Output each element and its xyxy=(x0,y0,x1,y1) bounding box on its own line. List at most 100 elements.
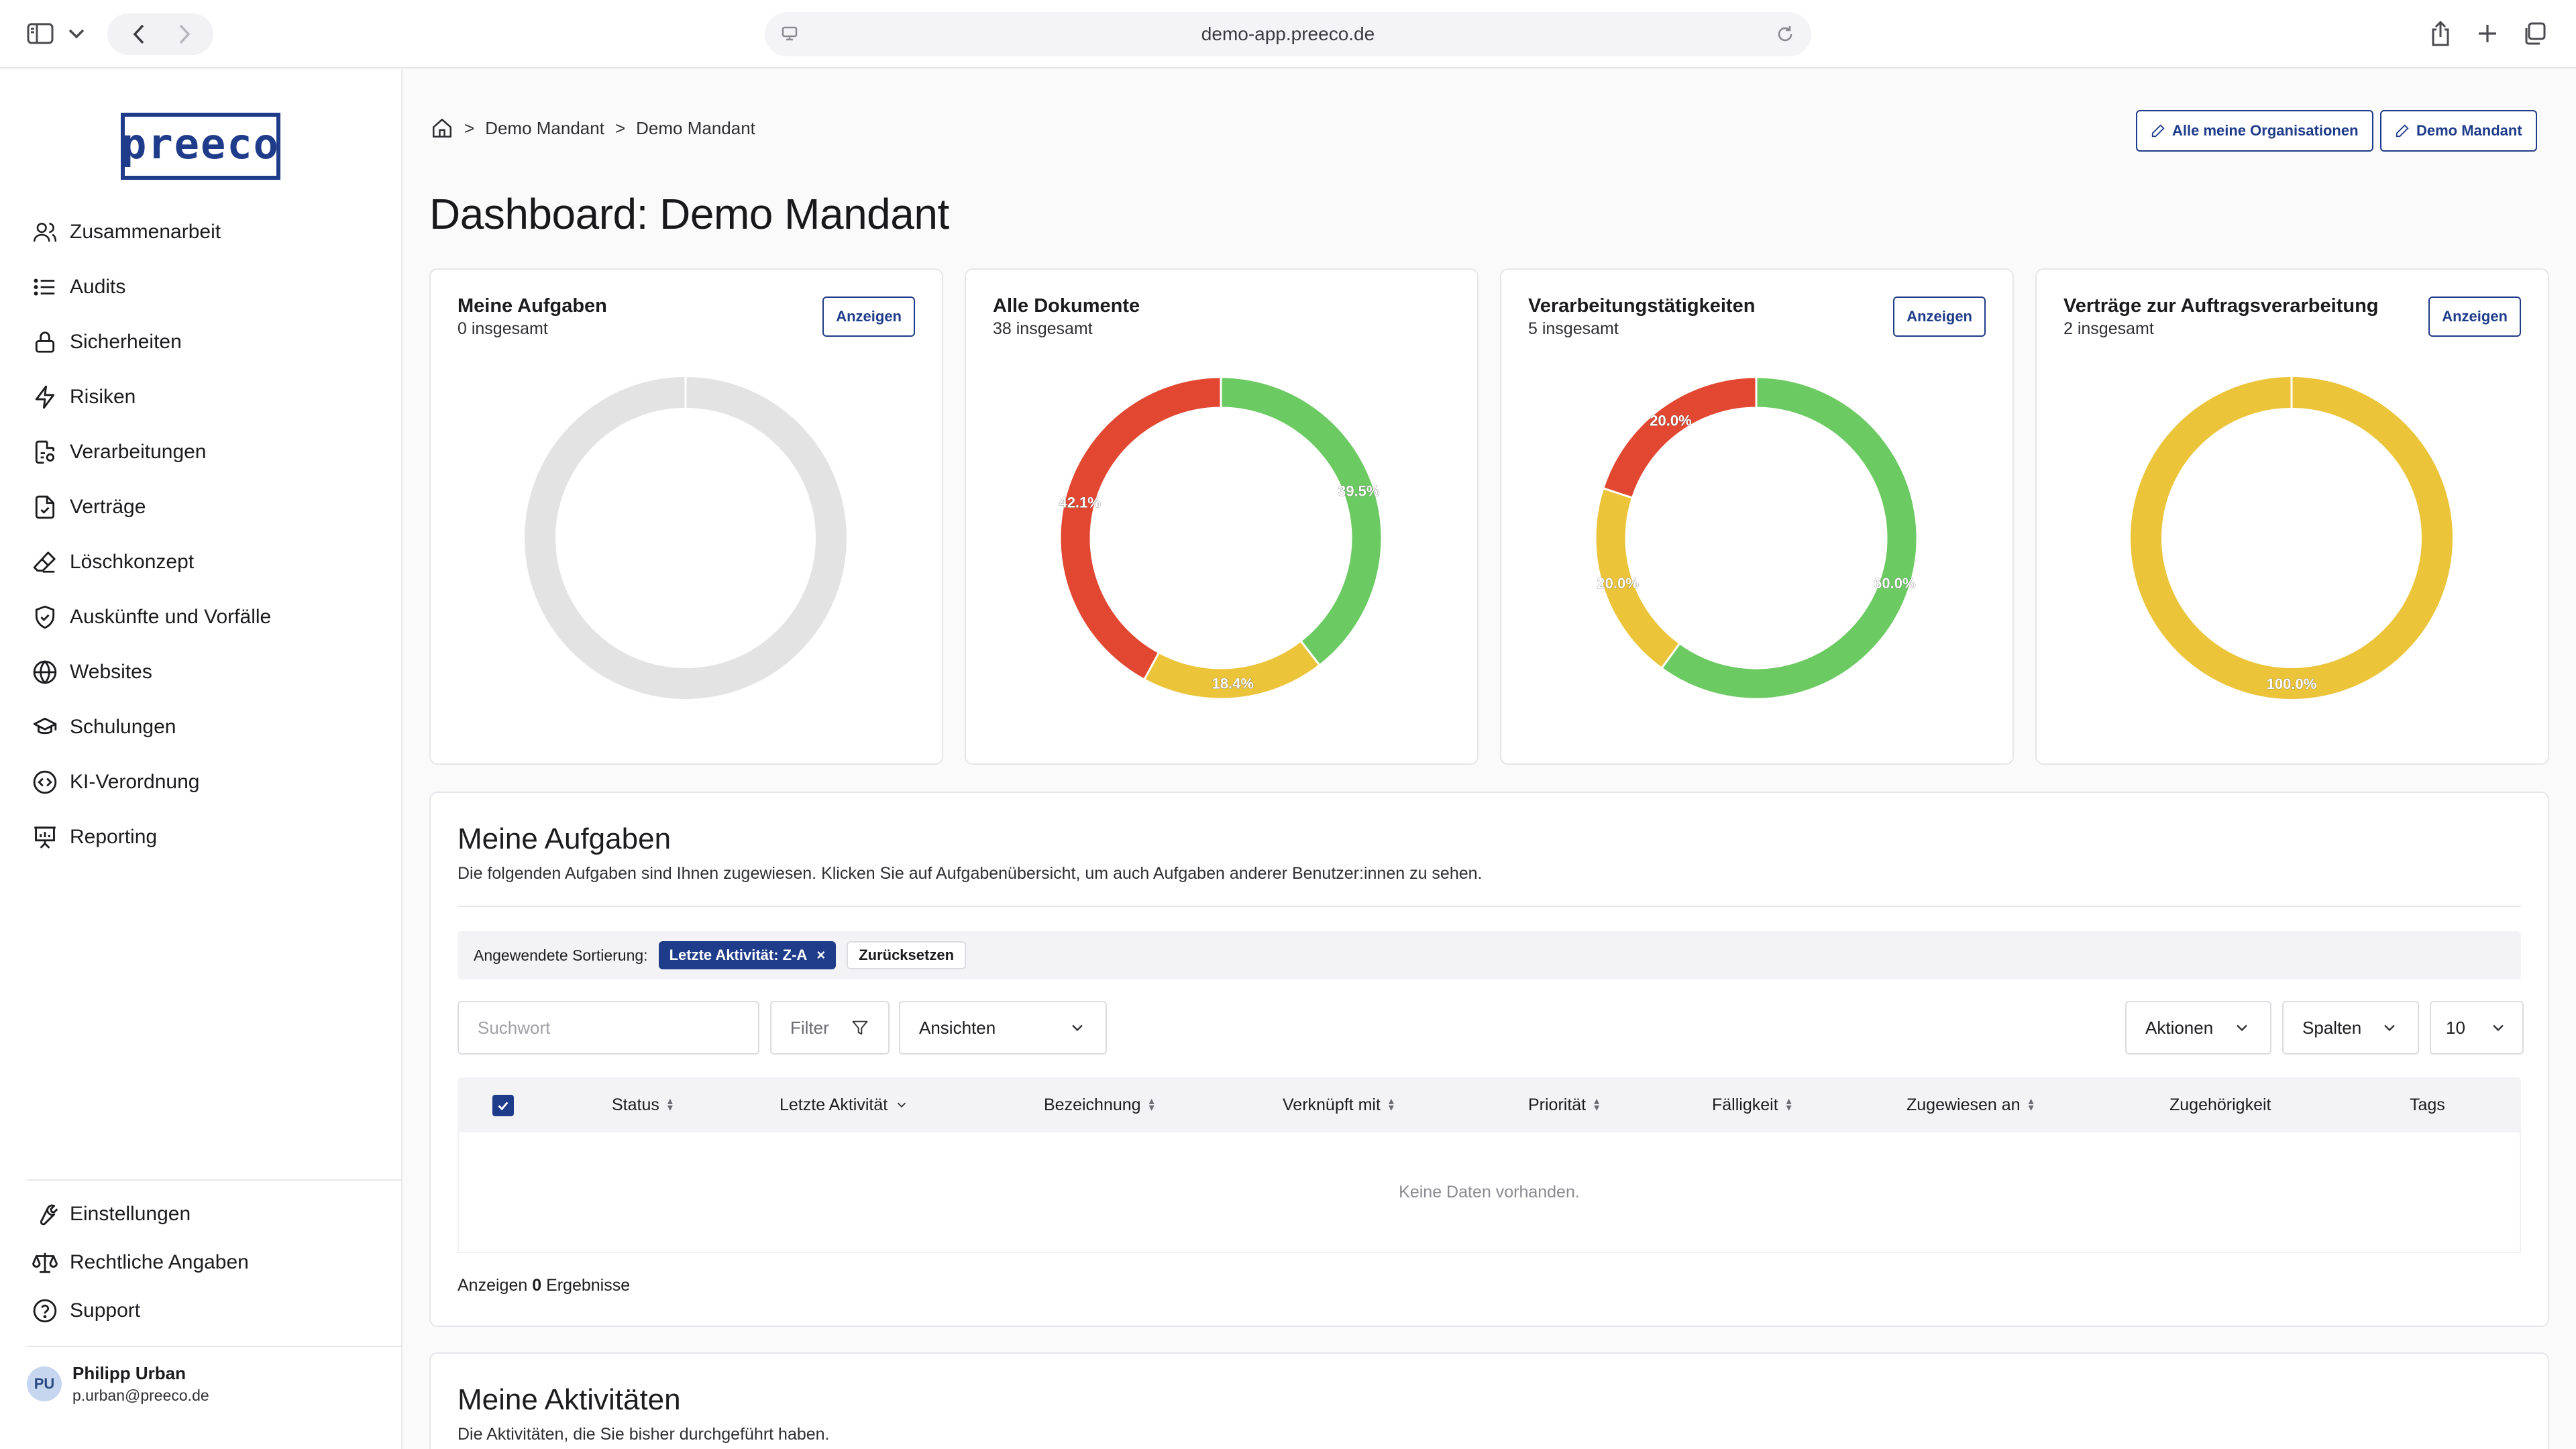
chevron-down-icon[interactable] xyxy=(66,23,87,44)
actions-dropdown[interactable]: Aktionen xyxy=(2125,1001,2271,1055)
preeco-logo[interactable]: preeco xyxy=(121,113,280,180)
sort-chip[interactable]: Letzte Aktivität: Z-A × xyxy=(658,941,837,969)
tab-overview-icon[interactable] xyxy=(2521,20,2548,47)
sidebar-item-schulungen[interactable]: Schulungen xyxy=(32,707,176,747)
filter-button[interactable]: Filter xyxy=(770,1001,890,1055)
list-icon xyxy=(34,278,55,296)
code-circle-icon xyxy=(33,770,57,794)
donut-slice-label: 60.0% xyxy=(1874,575,1915,592)
column-tags[interactable]: Tags xyxy=(2410,1095,2445,1114)
show-processing-button[interactable]: Anzeigen xyxy=(1893,297,1986,337)
sidebar-item-loeschkonzept[interactable]: Löschkonzept xyxy=(32,542,194,582)
breadcrumb-item[interactable]: Demo Mandant xyxy=(485,117,604,138)
section-title: Meine Aufgaben xyxy=(458,822,672,855)
sidebar-toggle-icon[interactable] xyxy=(24,20,56,47)
sidebar-item-ki-verordnung[interactable]: KI-Verordnung xyxy=(32,762,199,802)
sidebar: preeco Zusammenarbeit Audits Sicherheite… xyxy=(0,70,402,1449)
donut-slice[interactable] xyxy=(1601,376,1758,499)
sidebar-item-label: Websites xyxy=(70,661,152,683)
breadcrumb-separator: > xyxy=(614,117,626,138)
donut-slice[interactable] xyxy=(1059,376,1222,682)
donut-chart: 60.0% 20.0% 20.0% xyxy=(1594,376,1919,700)
new-tab-icon[interactable] xyxy=(2474,20,2501,47)
breadcrumb-item[interactable]: Demo Mandant xyxy=(636,117,755,138)
sidebar-item-vertraege[interactable]: Verträge xyxy=(32,487,146,527)
views-dropdown[interactable]: Ansichten xyxy=(899,1001,1107,1055)
column-status[interactable]: Status ▴ ▾ xyxy=(612,1095,673,1114)
donut-slice-label: 20.0% xyxy=(1650,412,1691,429)
all-organisations-button[interactable]: Alle meine Organisationen xyxy=(2136,110,2373,152)
activities-section: Meine Aktivitäten Die Aktivitäten, die S… xyxy=(429,1352,2549,1449)
card-subtitle: 2 insgesamt xyxy=(2063,319,2154,338)
sidebar-item-risiken[interactable]: Risiken xyxy=(32,377,136,417)
card-alle-dokumente: Alle Dokumente 38 insgesamt 39.5% 18.4% 42… xyxy=(965,268,1479,765)
lock-icon xyxy=(35,331,55,353)
sidebar-item-zusammenarbeit[interactable]: Zusammenarbeit xyxy=(32,212,221,252)
card-meine-aufgaben: Meine Aufgaben 0 insgesamt Anzeigen xyxy=(429,268,943,765)
column-letzte-aktivitaet[interactable]: Letzte Aktivität xyxy=(780,1077,909,1132)
question-circle-icon xyxy=(33,1299,57,1323)
section-description: Die folgenden Aufgaben sind Ihnen zugewi… xyxy=(458,864,1483,883)
sidebar-item-websites[interactable]: Websites xyxy=(32,652,152,692)
sidebar-item-auskuenfte[interactable]: Auskünfte und Vorfälle xyxy=(32,597,271,637)
card-title: Verarbeitungstätigkeiten xyxy=(1528,295,1756,317)
card-subtitle: 38 insgesamt xyxy=(993,319,1093,338)
edit-mandant-button[interactable]: Demo Mandant xyxy=(2380,110,2537,152)
back-icon[interactable] xyxy=(127,23,150,46)
forward-icon[interactable] xyxy=(173,23,196,46)
search-input[interactable]: Suchwort xyxy=(458,1001,759,1055)
columns-dropdown[interactable]: Spalten xyxy=(2282,1001,2419,1055)
column-zugewiesen-an[interactable]: Zugewiesen an ▴ ▾ xyxy=(1907,1095,2034,1114)
section-title: Meine Aktivitäten xyxy=(458,1383,681,1416)
close-icon[interactable]: × xyxy=(816,947,826,963)
lightning-icon xyxy=(35,385,55,409)
sidebar-item-label: Audits xyxy=(70,276,126,298)
column-prioritaet[interactable]: Priorität ▴ ▾ xyxy=(1528,1095,1600,1114)
sidebar-item-support[interactable]: Support xyxy=(32,1291,140,1331)
card-subtitle: 0 insgesamt xyxy=(458,319,548,338)
site-settings-icon[interactable] xyxy=(778,23,801,46)
donut-slice[interactable] xyxy=(1660,376,1919,700)
share-icon[interactable] xyxy=(2426,17,2455,50)
breadcrumb: > Demo Mandant > Demo Mandant xyxy=(431,117,755,140)
user-profile[interactable]: PU Philipp Urban p.urban@preeco.de xyxy=(27,1363,209,1405)
show-tasks-button[interactable]: Anzeigen xyxy=(822,297,915,337)
column-verknuepft-mit[interactable]: Verknüpft mit ▴ ▾ xyxy=(1283,1095,1394,1114)
card-subtitle: 5 insgesamt xyxy=(1528,319,1619,338)
chevron-down-icon xyxy=(2237,1024,2247,1032)
section-divider xyxy=(458,906,2521,907)
page-size-select[interactable]: 10 xyxy=(2430,1001,2524,1055)
reload-icon[interactable] xyxy=(1774,23,1796,46)
sidebar-item-label: Rechtliche Angaben xyxy=(70,1251,249,1273)
document-gear-icon xyxy=(35,440,55,464)
sidebar-item-reporting[interactable]: Reporting xyxy=(32,817,157,857)
tasks-section: Meine Aufgaben Die folgenden Aufgaben si… xyxy=(429,792,2549,1327)
sidebar-item-verarbeitungen[interactable]: Verarbeitungen xyxy=(32,432,207,472)
chevron-down-icon xyxy=(1072,1024,1083,1032)
eraser-icon xyxy=(33,551,56,573)
url-text: demo-app.preeco.de xyxy=(1201,23,1375,44)
sort-icon: ▴ ▾ xyxy=(1388,1095,1394,1114)
empty-state: Keine Daten vorhanden. xyxy=(458,1132,2521,1253)
sidebar-item-label: Risiken xyxy=(70,386,136,408)
home-icon[interactable] xyxy=(431,117,453,140)
sidebar-item-einstellungen[interactable]: Einstellungen xyxy=(32,1194,191,1234)
page-title: Dashboard: Demo Mandant xyxy=(429,190,949,238)
wrench-icon xyxy=(40,1204,58,1226)
address-bar[interactable]: demo-app.preeco.de xyxy=(765,12,1811,56)
history-nav xyxy=(107,13,213,55)
column-zugehoerigkeit[interactable]: Zugehörigkeit xyxy=(2169,1095,2271,1114)
sidebar-item-sicherheiten[interactable]: Sicherheiten xyxy=(32,322,182,362)
donut-slice[interactable] xyxy=(1220,376,1383,667)
sidebar-item-rechtliche-angaben[interactable]: Rechtliche Angaben xyxy=(32,1242,249,1283)
sort-icon: ▴ ▾ xyxy=(2028,1095,2034,1114)
column-faelligkeit[interactable]: Fälligkeit ▴ ▾ xyxy=(1712,1095,1792,1114)
users-icon xyxy=(33,223,57,242)
show-contracts-button[interactable]: Anzeigen xyxy=(2428,297,2521,337)
donut-slice[interactable] xyxy=(2131,377,2453,699)
sidebar-item-audits[interactable]: Audits xyxy=(32,267,125,307)
reset-sort-button[interactable]: Zurücksetzen xyxy=(847,941,967,969)
column-bezeichnung[interactable]: Bezeichnung ▴ ▾ xyxy=(1044,1095,1155,1114)
sort-icon: ▴ ▾ xyxy=(1786,1095,1792,1114)
select-all-checkbox[interactable] xyxy=(492,1095,514,1116)
